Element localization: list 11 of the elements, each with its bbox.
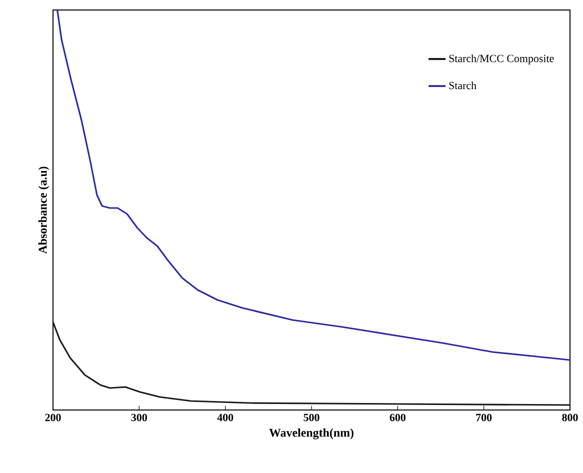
x-tick-label: 300 <box>131 414 147 422</box>
x-tick-label: 400 <box>217 414 234 422</box>
x-tick-label: 700 <box>476 414 492 422</box>
x-tick-label: 600 <box>390 414 406 422</box>
x-axis-title: Wavelength(nm) <box>269 428 354 440</box>
legend-label: Starch/MCC Composite <box>449 54 554 64</box>
legend-label: Starch <box>449 82 476 90</box>
x-tick-label: 800 <box>562 414 578 422</box>
x-tick-label: 500 <box>304 414 320 422</box>
y-axis-title: Absorbance (a.u) <box>38 166 50 254</box>
x-tick-label: 200 <box>45 414 61 422</box>
